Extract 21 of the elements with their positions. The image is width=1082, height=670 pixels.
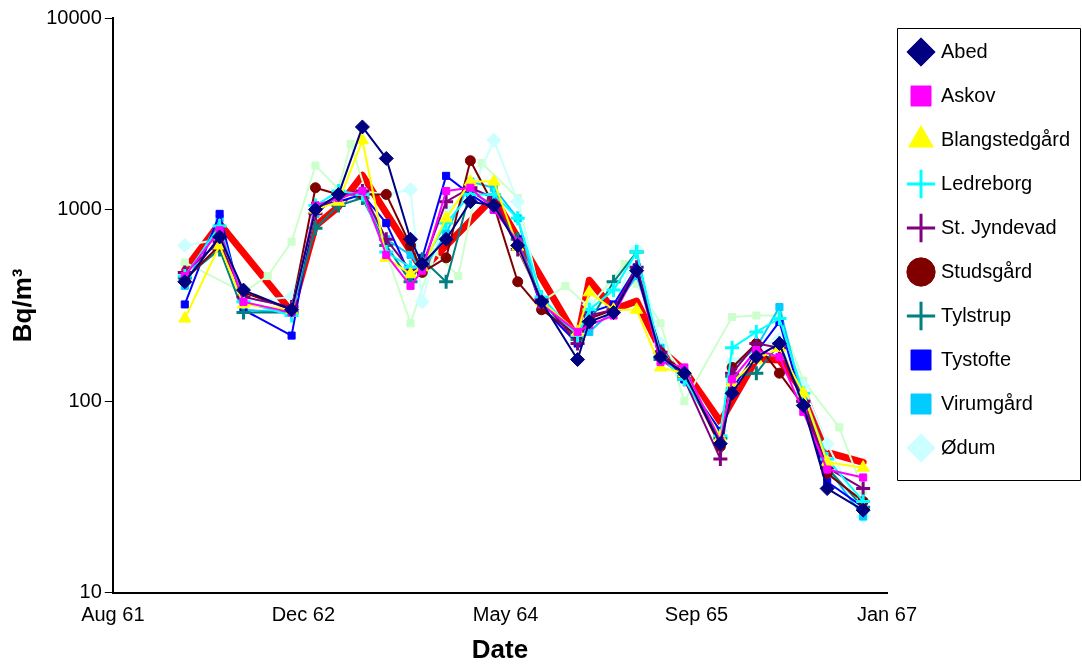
legend-label: Abed (941, 39, 988, 62)
legend-label: Virumgård (941, 391, 1033, 414)
y-tick-label: 10 (79, 580, 102, 603)
x-tick-label: Jan 67 (856, 603, 918, 626)
y-axis-title: Bq/m³ (6, 268, 37, 343)
legend-label: Tystofte (941, 347, 1012, 370)
x-tick-label: Aug 61 (81, 603, 145, 626)
legend-label: Ødum (941, 435, 996, 458)
x-tick-label: Dec 62 (271, 603, 336, 626)
x-tick-label: Sep 65 (664, 603, 729, 626)
y-tick-label: 1000 (57, 197, 102, 220)
legend-label: Blangstedgård (941, 127, 1070, 150)
legend-label: Studsgård (941, 259, 1033, 282)
legend-label: Askov (941, 83, 996, 106)
y-tick-label: 100 (68, 388, 102, 411)
y-tick-label: 10000 (46, 5, 102, 28)
legend-label: Ledreborg (941, 171, 1033, 194)
x-tick-label: May 64 (472, 603, 539, 626)
legend-label: Tylstrup (941, 303, 1012, 326)
x-axis-title: Date (471, 633, 529, 664)
legend-label: St. Jyndevad (941, 215, 1057, 238)
